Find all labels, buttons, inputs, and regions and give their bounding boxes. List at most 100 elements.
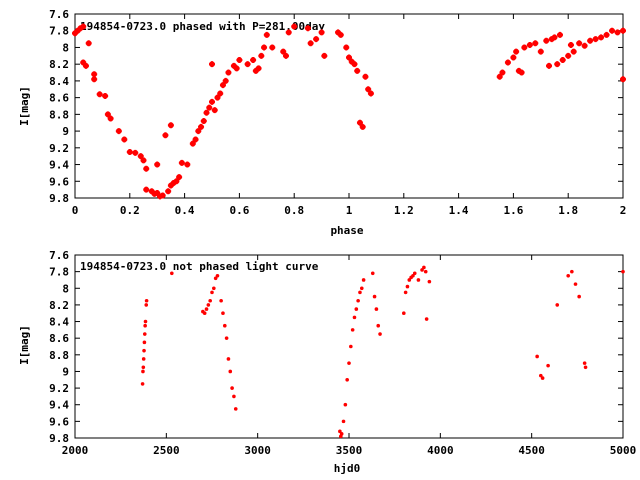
data-point xyxy=(210,290,214,295)
data-point xyxy=(143,323,147,328)
data-point xyxy=(365,86,372,93)
data-point xyxy=(252,67,259,74)
data-point xyxy=(376,323,381,328)
data-point xyxy=(577,294,581,299)
data-point xyxy=(499,69,506,76)
data-point xyxy=(206,303,211,307)
data-point xyxy=(219,298,223,303)
data-point xyxy=(104,111,111,118)
data-point xyxy=(144,298,149,303)
data-point xyxy=(424,317,429,321)
data-point xyxy=(143,319,148,324)
data-point xyxy=(345,377,349,382)
y-tick-label: 7.6 xyxy=(49,8,69,21)
data-point xyxy=(559,57,566,63)
y-tick-label: 9.8 xyxy=(49,432,69,445)
data-point xyxy=(209,61,215,68)
data-point xyxy=(411,273,415,278)
data-point xyxy=(280,48,287,55)
y-tick-label: 8.2 xyxy=(49,58,69,71)
y-tick-label: 8.6 xyxy=(49,92,69,105)
y-axis-label: I[mag] xyxy=(18,325,31,365)
data-point xyxy=(526,41,533,48)
data-point xyxy=(140,382,145,386)
data-point xyxy=(518,69,525,76)
panel-title: 194854-0723.0 not phased light curve xyxy=(80,260,319,273)
data-point xyxy=(587,37,594,44)
data-point xyxy=(356,119,363,126)
data-point xyxy=(378,332,382,336)
data-point xyxy=(372,294,377,299)
data-point xyxy=(72,30,78,37)
y-axis-label: I[mag] xyxy=(18,86,31,126)
data-point xyxy=(269,44,276,51)
data-point xyxy=(209,98,215,105)
plot-frame xyxy=(74,13,624,199)
data-point xyxy=(551,34,558,41)
y-tick-label: 8.4 xyxy=(49,75,69,88)
data-point xyxy=(337,31,344,38)
y-tick-label: 9.8 xyxy=(49,192,69,205)
data-point xyxy=(189,140,196,147)
data-point xyxy=(203,109,210,116)
data-point xyxy=(144,303,149,307)
data-point xyxy=(85,40,92,47)
y-tick-label: 8 xyxy=(62,282,69,295)
y-tick-label: 8 xyxy=(62,41,69,54)
data-point xyxy=(222,77,229,84)
y-tick-label: 9.2 xyxy=(49,142,69,155)
data-point xyxy=(214,94,221,101)
data-point xyxy=(126,149,133,155)
data-point xyxy=(96,91,103,98)
data-point xyxy=(167,182,174,189)
data-point xyxy=(350,328,355,332)
data-point xyxy=(178,159,185,166)
phased-light-curve-panel: 194854-0723.0 phased with P=281.00day ph… xyxy=(18,8,626,237)
data-point xyxy=(349,344,353,349)
x-tick-label: 5000 xyxy=(610,444,637,457)
data-point xyxy=(233,65,240,72)
data-point xyxy=(338,429,342,434)
data-point xyxy=(348,58,355,65)
data-point xyxy=(141,357,146,361)
data-point xyxy=(356,298,360,303)
data-point xyxy=(148,188,155,195)
data-point xyxy=(543,37,550,44)
data-point xyxy=(91,71,98,78)
data-point xyxy=(250,57,257,63)
data-point xyxy=(422,265,426,270)
data-point xyxy=(192,136,199,143)
x-tick-label: 1.6 xyxy=(503,204,523,217)
data-point xyxy=(354,307,359,311)
data-point xyxy=(221,311,225,316)
x-tick-label: 0.8 xyxy=(284,204,304,217)
data-point xyxy=(343,402,348,407)
y-tick-label: 8.8 xyxy=(49,108,69,121)
data-point xyxy=(555,303,560,307)
x-tick-label: 2500 xyxy=(153,444,180,457)
data-point xyxy=(603,31,610,38)
data-point xyxy=(204,307,209,311)
data-point xyxy=(211,107,218,114)
data-point xyxy=(213,276,218,281)
x-tick-label: 1.2 xyxy=(394,204,414,217)
data-point xyxy=(230,62,237,69)
data-point xyxy=(195,128,202,135)
data-point xyxy=(318,29,325,36)
data-point xyxy=(535,354,539,359)
data-point xyxy=(82,62,89,69)
data-point xyxy=(224,336,229,340)
data-point xyxy=(403,290,408,295)
data-point xyxy=(159,192,166,199)
x-tick-label: 1.8 xyxy=(558,204,578,217)
data-point xyxy=(162,132,169,139)
x-tick-label: 4000 xyxy=(427,444,454,457)
y-tick-label: 8.6 xyxy=(49,332,69,345)
data-point xyxy=(313,36,320,43)
data-point xyxy=(212,286,216,291)
y-tick-label: 8.2 xyxy=(49,299,69,312)
data-point xyxy=(215,273,220,278)
data-point xyxy=(567,41,574,48)
data-point xyxy=(402,311,406,316)
